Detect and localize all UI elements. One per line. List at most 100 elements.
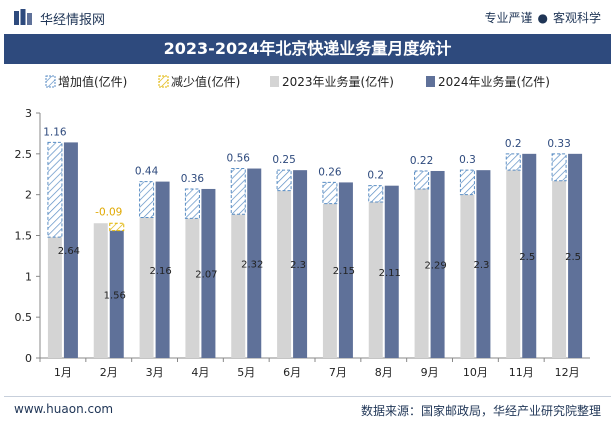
increase-label: 0.2	[505, 138, 522, 150]
increase-bar	[139, 181, 155, 219]
legend-item: 增加值(亿件)	[45, 74, 127, 89]
increase-label: 0.25	[272, 154, 295, 166]
increase-bar	[184, 188, 200, 219]
x-tick-label: 7月	[329, 366, 347, 379]
top-bar: 华经情报网 专业严谨 ● 客观科学	[0, 0, 615, 34]
value-label-2024: 2.16	[149, 266, 171, 277]
legend-label: 减少值(亿件)	[171, 74, 240, 89]
bar-2024	[201, 188, 216, 358]
value-label-2024: 2.3	[473, 260, 489, 271]
slogan: 专业严谨 ● 客观科学	[484, 9, 601, 26]
legend-swatch	[426, 76, 435, 87]
chart: 增加值(亿件) 减少值(亿件) 2023年业务量(亿件) 2024年业务量(亿件) 0…	[15, 74, 590, 379]
value-label-2024: 1.56	[104, 290, 126, 301]
brand-logo-icon	[14, 9, 32, 25]
legend-item: 2023年业务量(亿件)	[270, 74, 394, 89]
legend-item: 减少值(亿件)	[158, 74, 240, 89]
value-label-2024: 2.5	[565, 252, 581, 263]
bar-2024	[568, 153, 583, 358]
legend-label: 增加值(亿件)	[58, 74, 127, 89]
increase-label: 0.3	[459, 154, 476, 166]
x-tick-label: 1月	[54, 366, 72, 379]
increase-bar	[459, 169, 475, 196]
bar-2023	[414, 188, 429, 358]
x-tick-label: 12月	[555, 366, 580, 379]
increase-label: 0.26	[318, 166, 342, 178]
legend-swatch	[45, 75, 56, 88]
value-label-2024: 2.3	[290, 260, 306, 271]
increase-label: 0.36	[181, 173, 205, 185]
bar-2023	[47, 237, 62, 358]
bar-2023	[552, 180, 567, 358]
x-tick-label: 4月	[191, 366, 209, 379]
bar-2023	[460, 194, 475, 358]
increase-label: 1.16	[43, 126, 67, 138]
y-tick-label: 0.5	[15, 311, 33, 324]
increase-bar	[414, 170, 430, 190]
increase-bar	[322, 181, 338, 205]
legend-label: 2024年业务量(亿件)	[438, 74, 550, 89]
value-label-2024: 2.5	[519, 252, 535, 263]
slogan-left: 专业严谨	[484, 11, 533, 25]
increase-label: 0.22	[410, 155, 433, 167]
footer-divider	[4, 396, 611, 397]
legend-swatch	[270, 76, 279, 87]
x-tick-label: 10月	[463, 366, 488, 379]
bar-2024	[338, 182, 353, 358]
axes: 0 0.5 1 1.5 2 2.5 3 1月 2月 3月 4月 5月 6月 7月 8月 9月 10月 11月 12月	[15, 107, 590, 379]
value-label-2024: 2.07	[195, 269, 217, 280]
bar-2023	[277, 190, 292, 358]
legend-label: 2023年业务量(亿件)	[282, 74, 394, 89]
bar-2023	[506, 170, 521, 358]
y-tick-label: 1	[25, 270, 32, 283]
site-url[interactable]: www.huaon.com	[14, 402, 114, 416]
data-source: 数据来源：国家邮政局，华经产业研究院整理	[360, 404, 601, 418]
value-label-2024: 2.11	[379, 268, 401, 279]
increase-bar	[230, 168, 246, 215]
y-tick-label: 1.5	[15, 230, 33, 243]
y-tick-label: 2.5	[15, 148, 33, 161]
chart-title: 2023-2024年北京快递业务量月度统计	[4, 34, 611, 64]
bar-2024	[522, 153, 537, 358]
increase-label: 0.2	[367, 170, 384, 182]
bar-2023	[93, 223, 108, 358]
increase-label: 0.33	[547, 138, 570, 150]
value-label-2024: 2.32	[241, 259, 263, 270]
y-tick-label: 3	[25, 107, 32, 120]
bar-2024	[63, 142, 78, 358]
decrease-bar	[109, 222, 125, 232]
bar-2023	[368, 202, 383, 358]
y-tick-label: 2	[25, 189, 32, 202]
increase-bar	[47, 141, 63, 238]
increase-label: 0.44	[135, 166, 159, 178]
x-tick-label: 9月	[421, 366, 439, 379]
x-tick-label: 6月	[283, 366, 301, 379]
bar-2023	[231, 214, 246, 358]
brand-name: 华经情报网	[40, 13, 106, 28]
bar-2024	[109, 230, 124, 358]
increase-bar	[551, 153, 567, 182]
slogan-separator: ●	[537, 11, 548, 25]
y-tick-label: 0	[25, 352, 32, 365]
increase-bar	[276, 169, 292, 192]
decrease-label: -0.09	[95, 206, 122, 218]
bar-2023	[185, 218, 200, 358]
bars	[47, 141, 583, 358]
value-label-2024: 2.29	[424, 260, 446, 271]
bar-2024	[155, 181, 170, 358]
x-tick-label: 8月	[375, 366, 393, 379]
bar-2024	[384, 185, 399, 358]
legend-swatch	[158, 75, 169, 88]
x-tick-label: 2月	[100, 366, 118, 379]
value-label-2024: 2.15	[333, 266, 355, 277]
bar-2023	[322, 203, 337, 358]
bar-2024	[293, 170, 308, 358]
value-label-2024: 2.64	[58, 246, 80, 257]
data-labels: 1.16 2.64 -0.09 1.56 0.44 2.16 0.36 2.07 0.56 2.3…	[43, 126, 581, 301]
x-tick-label: 3月	[146, 366, 164, 379]
bar-2024	[476, 170, 491, 358]
increase-bar	[368, 185, 384, 203]
increase-label: 0.56	[227, 153, 251, 165]
legend-item: 2024年业务量(亿件)	[426, 74, 550, 89]
